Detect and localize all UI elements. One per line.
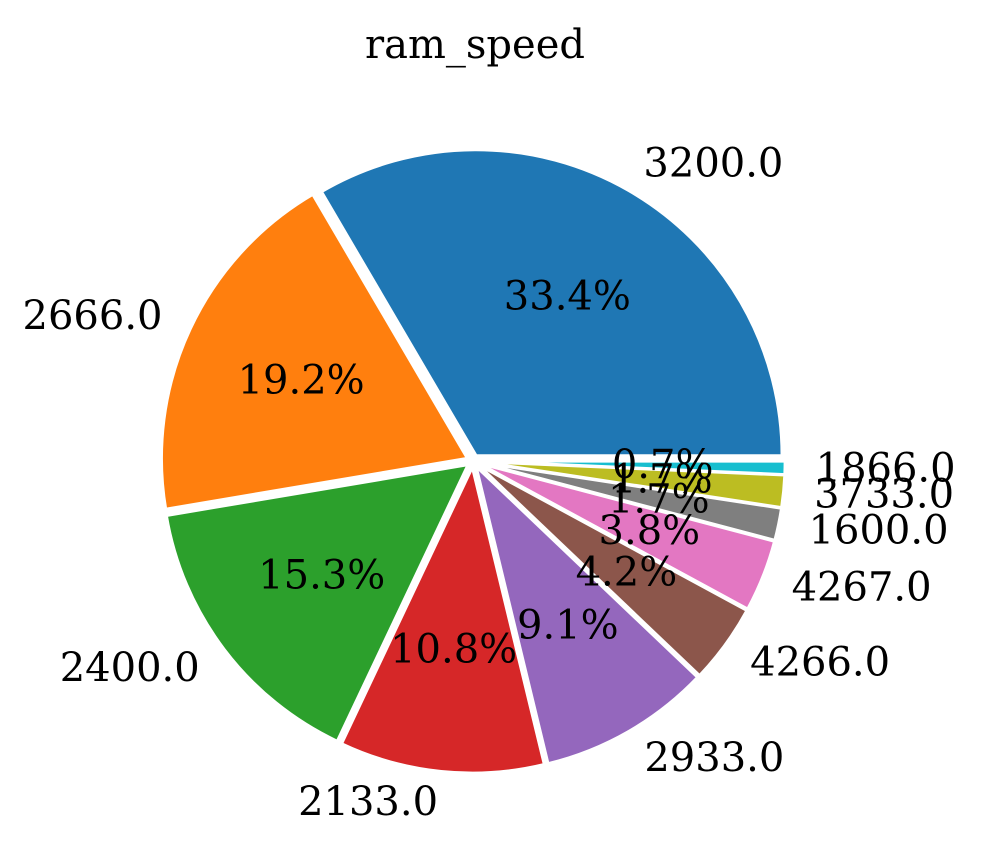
- slice-label-3200-0: 3200.0: [643, 141, 783, 187]
- chart-title: ram_speed: [365, 22, 585, 68]
- percent-label-2400-0: 15.3%: [258, 552, 385, 598]
- slice-label-2133-0: 2133.0: [298, 779, 438, 825]
- pie-slice-2933-0: [474, 464, 700, 766]
- pie-slice-4266-0: [476, 463, 749, 678]
- slice-label-2933-0: 2933.0: [644, 735, 784, 781]
- slice-label-4267-0: 4267.0: [792, 564, 932, 610]
- pie-slice-2133-0: [340, 465, 546, 775]
- percent-label-2933-0: 9.1%: [517, 602, 619, 648]
- slice-label-2666-0: 2666.0: [23, 293, 163, 339]
- pie-slice-2400-0: [164, 463, 470, 743]
- slice-label-3733-0: 3733.0: [814, 471, 954, 517]
- slice-label-2400-0: 2400.0: [60, 645, 200, 691]
- slice-labels: 3200.0 2666.0 2400.0 2133.0 2933.0 4266.0 4267…: [23, 141, 956, 825]
- slice-label-1600-0: 1600.0: [809, 508, 949, 554]
- percent-label-1866-0: 0.7%: [612, 442, 714, 488]
- slice-label-1866-0: 1866.0: [816, 446, 956, 492]
- pie-slices: [160, 148, 787, 775]
- percent-label-2666-0: 19.2%: [238, 358, 365, 404]
- percent-labels: 33.4%19.2%15.3%10.8%9.1%4.2%3.8%1.7%1.7%…: [238, 273, 714, 672]
- percent-label-3200-0: 33.4%: [504, 273, 631, 319]
- percent-label-3733-0: 1.7%: [611, 456, 713, 502]
- pie-slice-2666-0: [160, 192, 469, 511]
- pie-slice-1866-0: [477, 459, 787, 477]
- pie-slice-3200-0: [319, 148, 784, 458]
- slice-label-4266-0: 4266.0: [750, 640, 890, 686]
- percent-label-4267-0: 3.8%: [599, 508, 701, 554]
- percent-label-2133-0: 10.8%: [390, 627, 517, 673]
- percent-label-4266-0: 4.2%: [576, 550, 678, 596]
- percent-label-1600-0: 1.7%: [608, 477, 710, 523]
